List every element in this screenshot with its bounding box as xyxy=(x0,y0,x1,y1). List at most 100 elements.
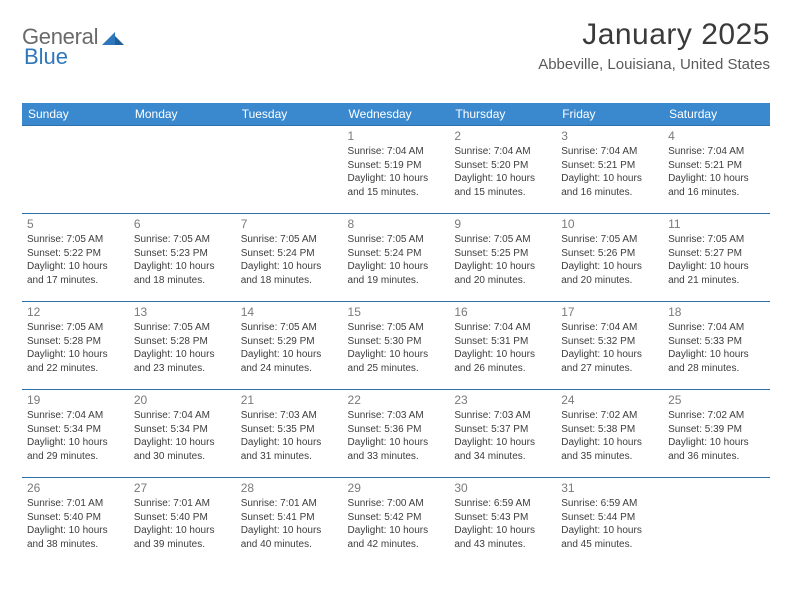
day-info: Sunrise: 7:05 AMSunset: 5:23 PMDaylight:… xyxy=(134,233,231,287)
day-info: Sunrise: 7:00 AMSunset: 5:42 PMDaylight:… xyxy=(348,497,445,551)
sunset-line: Sunset: 5:24 PM xyxy=(241,248,315,259)
calendar-cell xyxy=(22,126,129,214)
daylight-line: Daylight: 10 hours and 39 minutes. xyxy=(134,525,215,550)
day-info: Sunrise: 7:04 AMSunset: 5:19 PMDaylight:… xyxy=(348,145,445,199)
day-info: Sunrise: 7:03 AM Sunset: 5:35 PM Daylight:… xyxy=(241,409,338,463)
sunset-line: Sunset: 5:20 PM xyxy=(454,160,528,171)
daylight-line: Daylight: 10 hours and 20 minutes. xyxy=(454,261,535,286)
daylight-line: Daylight: 10 hours and 25 minutes. xyxy=(348,349,429,374)
day-number: 24 xyxy=(561,393,658,407)
sunrise-line: Sunrise: 7:05 AM xyxy=(134,234,210,245)
daylight-line: Daylight: 10 hours and 26 minutes. xyxy=(454,349,535,374)
weekday-header: Wednesday xyxy=(343,103,450,126)
calendar-cell: 29 Sunrise: 7:00 AMSunset: 5:42 PMDayligh… xyxy=(343,478,450,566)
sunrise-line: Sunrise: 7:03 AM xyxy=(241,410,317,421)
sunset-line: Sunset: 5:28 PM xyxy=(27,336,101,347)
title-block: January 2025 Abbeville, Louisiana, Unite… xyxy=(538,18,770,73)
daylight-line: Daylight: 10 hours and 19 minutes. xyxy=(348,261,429,286)
sunrise-line: Sunrise: 7:05 AM xyxy=(348,234,424,245)
daylight-line: Daylight: 10 hours and 43 minutes. xyxy=(454,525,535,550)
calendar-row: 12Sunrise: 7:05 AMSunset: 5:28 PMDayligh… xyxy=(22,302,770,390)
calendar-cell: 26Sunrise: 7:01 AMSunset: 5:40 PMDayligh… xyxy=(22,478,129,566)
day-number: 29 xyxy=(348,481,445,495)
day-number: 18 xyxy=(668,305,765,319)
day-info: Sunrise: 7:05 AMSunset: 5:28 PMDaylight:… xyxy=(27,321,124,375)
calendar-cell xyxy=(129,126,236,214)
calendar-cell: 23Sunrise: 7:03 AMSunset: 5:37 PMDayligh… xyxy=(449,390,556,478)
sunset-line: Sunset: 5:35 PM xyxy=(241,424,315,435)
sunrise-line: Sunrise: 7:04 AM xyxy=(348,146,424,157)
sunrise-line: Sunrise: 7:00 AM xyxy=(348,498,424,509)
day-number: 21 xyxy=(241,393,338,407)
calendar-cell: 5Sunrise: 7:05 AMSunset: 5:22 PMDaylight… xyxy=(22,214,129,302)
sunset-line: Sunset: 5:23 PM xyxy=(134,248,208,259)
sunrise-line: Sunrise: 7:04 AM xyxy=(668,146,744,157)
brand-triangle-icon xyxy=(102,28,124,46)
day-info: Sunrise: 7:04 AMSunset: 5:20 PMDaylight:… xyxy=(454,145,551,199)
calendar-row: 19 Sunrise: 7:04 AMSunset: 5:34 PMDayligh… xyxy=(22,390,770,478)
calendar-cell: 3Sunrise: 7:04 AMSunset: 5:21 PMDaylight… xyxy=(556,126,663,214)
day-number: 3 xyxy=(561,129,658,143)
calendar-cell: 1 Sunrise: 7:04 AMSunset: 5:19 PMDaylight… xyxy=(343,126,450,214)
daylight-line: Daylight: 10 hours and 20 minutes. xyxy=(561,261,642,286)
day-info: Sunrise: 7:05 AMSunset: 5:22 PMDaylight:… xyxy=(27,233,124,287)
sunrise-line: Sunrise: 7:04 AM xyxy=(454,146,530,157)
calendar-cell: 13Sunrise: 7:05 AMSunset: 5:28 PMDayligh… xyxy=(129,302,236,390)
day-number: 30 xyxy=(454,481,551,495)
sunset-line: Sunset: 5:31 PM xyxy=(454,336,528,347)
day-info: Sunrise: 7:05 AMSunset: 5:29 PMDaylight:… xyxy=(241,321,338,375)
day-number: 19 xyxy=(27,393,124,407)
day-number: 15 xyxy=(348,305,445,319)
sunset-line: Sunset: 5:44 PM xyxy=(561,512,635,523)
day-number: 14 xyxy=(241,305,338,319)
calendar-row: 26Sunrise: 7:01 AMSunset: 5:40 PMDayligh… xyxy=(22,478,770,566)
day-number: 27 xyxy=(134,481,231,495)
brand-text-blue: Blue xyxy=(24,44,68,70)
calendar-cell: 28Sunrise: 7:01 AMSunset: 5:41 PMDayligh… xyxy=(236,478,343,566)
day-number: 20 xyxy=(134,393,231,407)
day-number: 13 xyxy=(134,305,231,319)
daylight-line: Daylight: 10 hours and 24 minutes. xyxy=(241,349,322,374)
daylight-line: Daylight: 10 hours and 31 minutes. xyxy=(241,437,322,462)
calendar-cell: 17Sunrise: 7:04 AMSunset: 5:32 PMDayligh… xyxy=(556,302,663,390)
sunset-line: Sunset: 5:40 PM xyxy=(27,512,101,523)
sunrise-line: Sunrise: 7:03 AM xyxy=(454,410,530,421)
sunrise-line: Sunrise: 7:05 AM xyxy=(348,322,424,333)
daylight-line: Daylight: 10 hours and 17 minutes. xyxy=(27,261,108,286)
day-info: Sunrise: 7:04 AMSunset: 5:34 PMDaylight:… xyxy=(27,409,124,463)
daylight-line: Daylight: 10 hours and 15 minutes. xyxy=(348,173,429,198)
sunset-line: Sunset: 5:37 PM xyxy=(454,424,528,435)
calendar-cell: 12Sunrise: 7:05 AMSunset: 5:28 PMDayligh… xyxy=(22,302,129,390)
day-number: 7 xyxy=(241,217,338,231)
calendar-cell: 9Sunrise: 7:05 AMSunset: 5:25 PMDaylight… xyxy=(449,214,556,302)
sunset-line: Sunset: 5:27 PM xyxy=(668,248,742,259)
daylight-line: Daylight: 10 hours and 38 minutes. xyxy=(27,525,108,550)
sunrise-line: Sunrise: 7:05 AM xyxy=(134,322,210,333)
day-number: 9 xyxy=(454,217,551,231)
daylight-line: Daylight: 10 hours and 21 minutes. xyxy=(668,261,749,286)
calendar-cell: 31Sunrise: 6:59 AMSunset: 5:44 PMDayligh… xyxy=(556,478,663,566)
weekday-header: Friday xyxy=(556,103,663,126)
day-number: 6 xyxy=(134,217,231,231)
sunrise-line: Sunrise: 7:04 AM xyxy=(561,322,637,333)
calendar-cell: 15Sunrise: 7:05 AMSunset: 5:30 PMDayligh… xyxy=(343,302,450,390)
sunset-line: Sunset: 5:34 PM xyxy=(27,424,101,435)
calendar-cell: 20Sunrise: 7:04 AMSunset: 5:34 PMDayligh… xyxy=(129,390,236,478)
day-number: 1 xyxy=(348,129,445,143)
daylight-line: Daylight: 10 hours and 23 minutes. xyxy=(134,349,215,374)
sunrise-line: Sunrise: 7:05 AM xyxy=(668,234,744,245)
sunset-line: Sunset: 5:38 PM xyxy=(561,424,635,435)
daylight-line: Daylight: 10 hours and 36 minutes. xyxy=(668,437,749,462)
sunset-line: Sunset: 5:26 PM xyxy=(561,248,635,259)
weekday-header: Tuesday xyxy=(236,103,343,126)
calendar-cell: 27Sunrise: 7:01 AMSunset: 5:40 PMDayligh… xyxy=(129,478,236,566)
calendar-cell: 25Sunrise: 7:02 AMSunset: 5:39 PMDayligh… xyxy=(663,390,770,478)
calendar-table: SundayMondayTuesdayWednesdayThursdayFrid… xyxy=(22,103,770,566)
day-number: 2 xyxy=(454,129,551,143)
sunrise-line: Sunrise: 7:01 AM xyxy=(27,498,103,509)
sunrise-line: Sunrise: 7:04 AM xyxy=(454,322,530,333)
month-title: January 2025 xyxy=(538,18,770,52)
sunset-line: Sunset: 5:22 PM xyxy=(27,248,101,259)
weekday-header: Sunday xyxy=(22,103,129,126)
day-info: Sunrise: 7:05 AMSunset: 5:26 PMDaylight:… xyxy=(561,233,658,287)
